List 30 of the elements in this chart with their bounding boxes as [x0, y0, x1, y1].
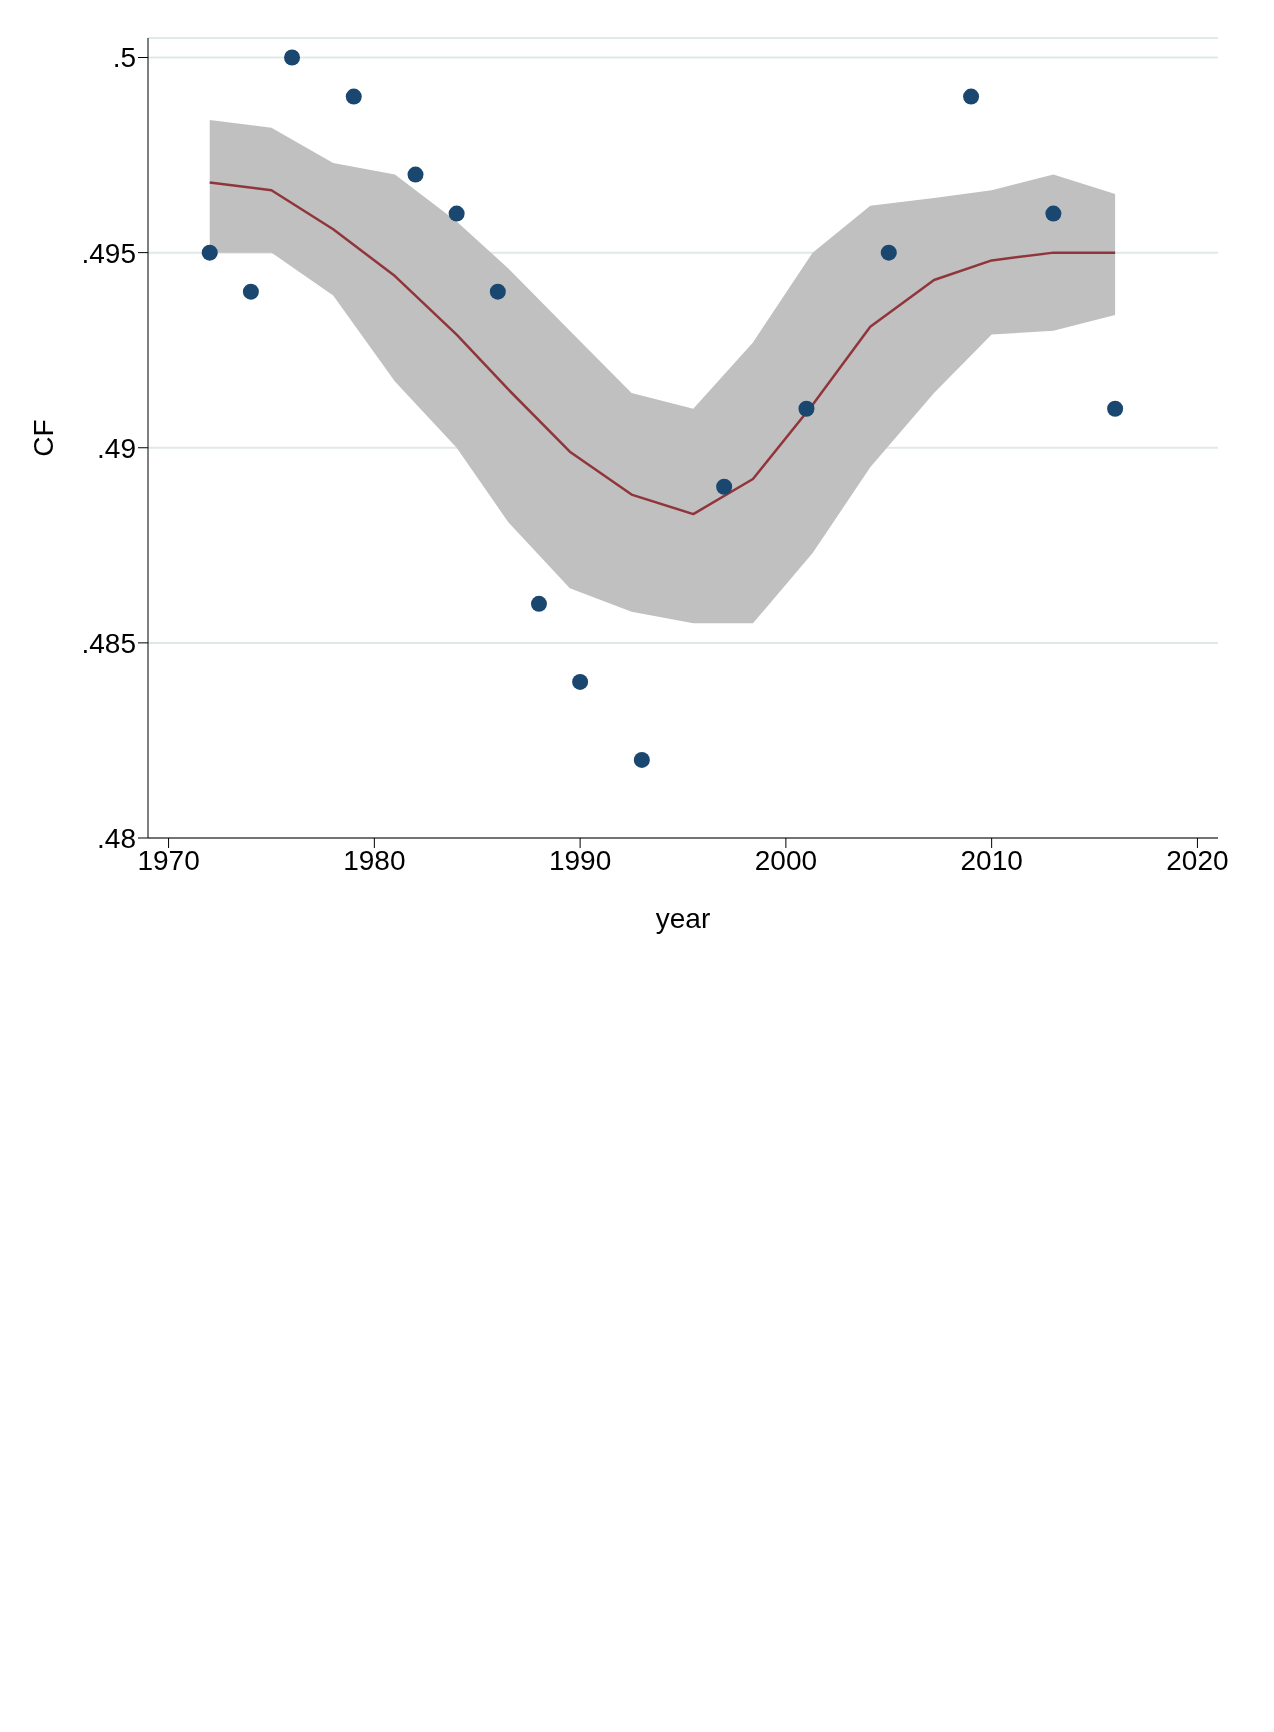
y-tick-label: .485	[81, 627, 136, 659]
point	[963, 88, 980, 105]
point	[489, 283, 506, 300]
point	[880, 244, 897, 261]
y-axis-title: CF	[27, 419, 59, 457]
point	[530, 595, 547, 612]
point	[572, 673, 589, 690]
y-tick-label: .48	[97, 822, 136, 854]
y-tick-label: .5	[112, 42, 136, 74]
x-tick-label: 2020	[1166, 844, 1229, 876]
x-tick-label: 1970	[137, 844, 200, 876]
point	[284, 49, 301, 66]
x-tick-label: 1980	[343, 844, 406, 876]
y-tick-label: .49	[97, 432, 136, 464]
x-tick-label: 2000	[754, 844, 818, 876]
point	[345, 88, 362, 105]
point	[716, 478, 733, 495]
point	[1045, 205, 1062, 222]
point	[242, 283, 259, 300]
point	[633, 751, 650, 768]
x-tick-label: 1990	[548, 844, 612, 876]
line-series	[208, 181, 1117, 516]
y-tick-label: .495	[81, 237, 136, 269]
x-tick-label: 2010	[960, 844, 1023, 876]
point	[798, 400, 815, 417]
x-axis-title: year	[655, 903, 711, 934]
point	[201, 244, 218, 261]
point	[1107, 400, 1124, 417]
point	[448, 205, 465, 222]
point	[407, 166, 424, 183]
